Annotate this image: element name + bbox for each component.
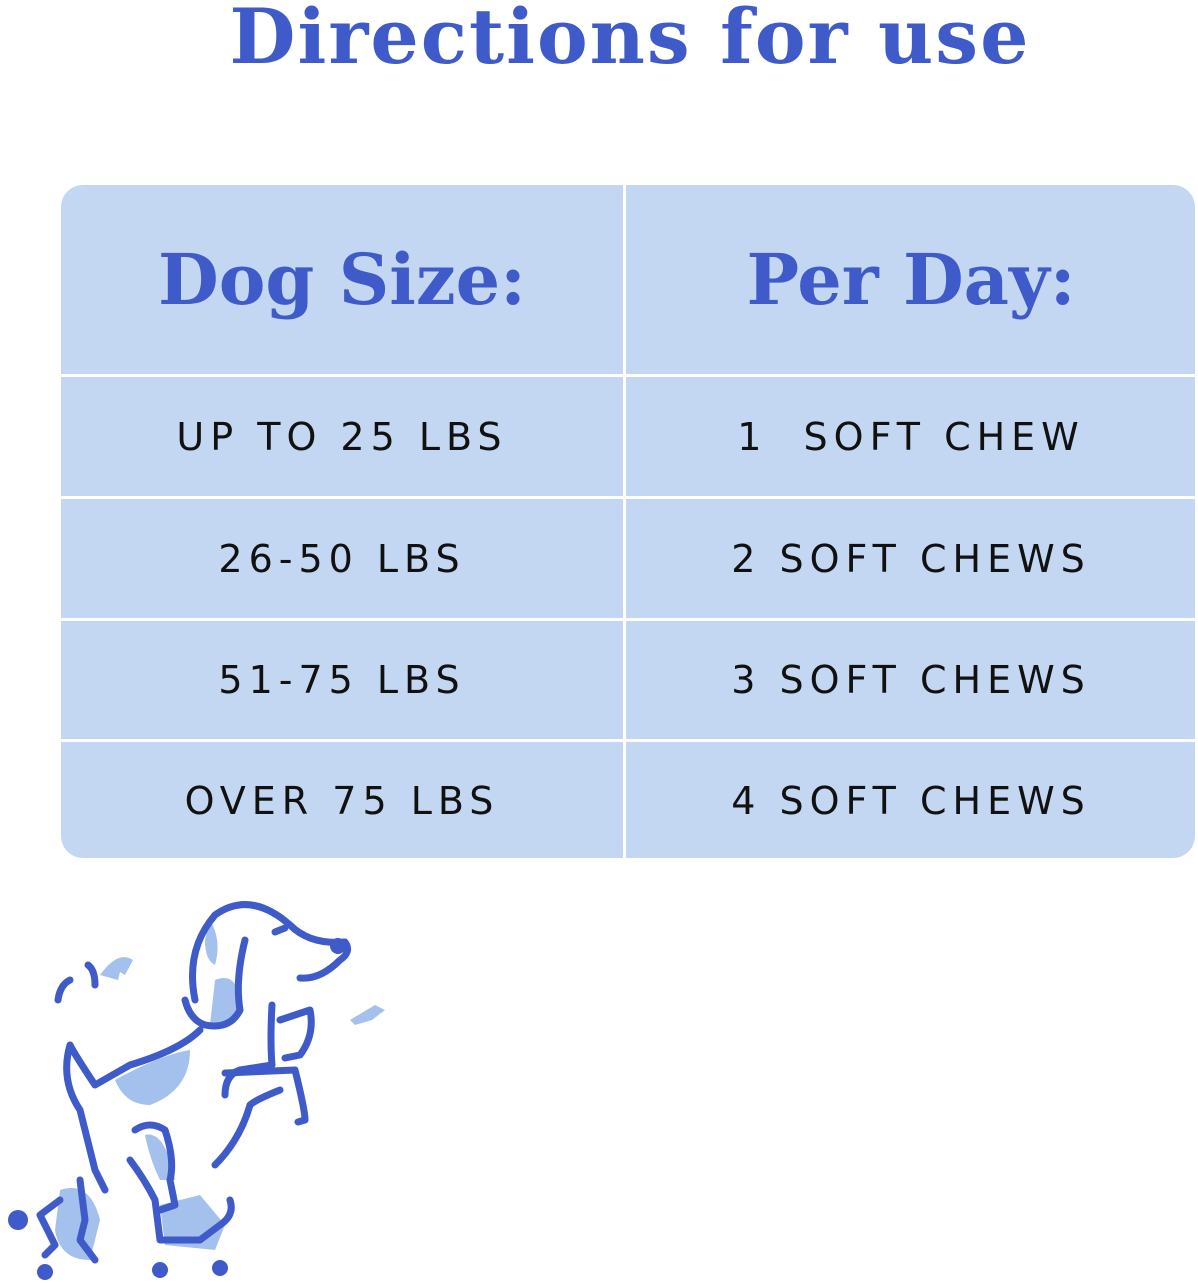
page-title: Directions for use [229,0,1031,81]
row-2-size: 26-50 LBS [61,499,623,618]
row-3-dose: 3 SOFT CHEWS [626,621,1195,739]
dancing-dog-on-roller-skates-icon [8,901,385,1280]
row-3-size: 51-75 LBS [61,621,623,739]
row-4-size: OVER 75 LBS [61,742,623,858]
row-2-dose: 2 SOFT CHEWS [626,499,1195,618]
header-per-day: Per Day: [626,185,1195,374]
row-1-dose: 1 SOFT CHEW [626,377,1195,496]
header-dog-size: Dog Size: [61,185,623,374]
dosage-table: Dog Size: Per Day: UP TO 25 LBS 1 SOFT C… [61,185,1195,858]
row-4-dose: 4 SOFT CHEWS [626,742,1195,858]
row-1-size: UP TO 25 LBS [61,377,623,496]
